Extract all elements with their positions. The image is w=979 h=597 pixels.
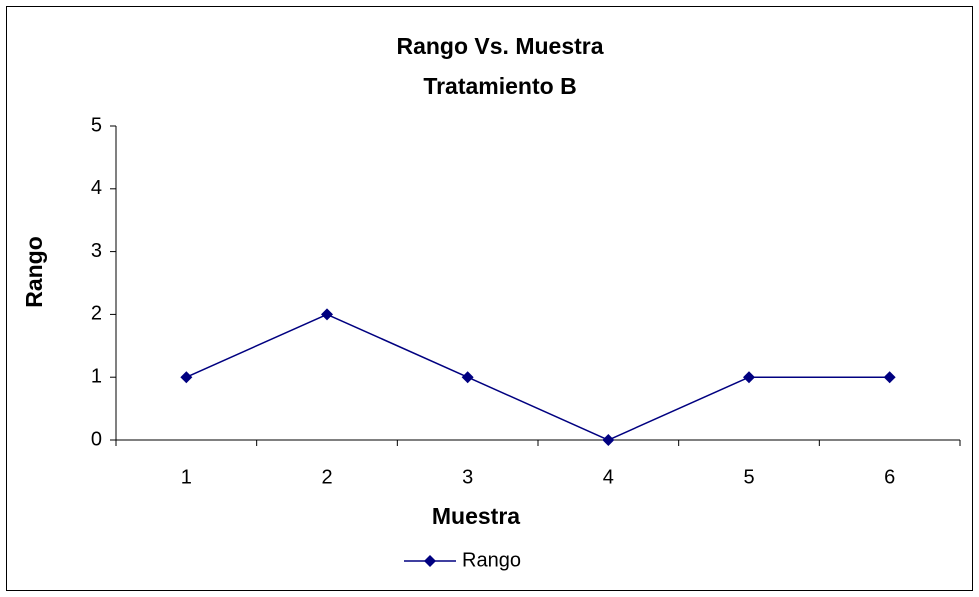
- x-tick-label: 2: [321, 466, 332, 488]
- y-axis-label: Rango: [21, 236, 47, 308]
- chart-title: Rango Vs. Muestra: [396, 33, 603, 59]
- x-tick-label: 6: [884, 466, 895, 488]
- data-point: [461, 371, 474, 384]
- chart-subtitle: Tratamiento B: [423, 73, 576, 99]
- x-tick-label: 3: [462, 466, 473, 488]
- x-tick-label: 4: [603, 466, 614, 488]
- data-point: [321, 308, 333, 321]
- series-line: [186, 313, 890, 441]
- data-point: [180, 371, 193, 384]
- y-tick-label: 3: [91, 240, 102, 262]
- y-tick-label: 1: [91, 365, 102, 387]
- data-point: [602, 434, 615, 446]
- y-tick-label: 5: [91, 114, 102, 136]
- x-tick-label: 1: [181, 466, 192, 488]
- x-axis-label: Muestra: [432, 503, 520, 529]
- data-point: [743, 371, 755, 384]
- y-tick-label: 0: [91, 428, 102, 450]
- y-tick-label: 2: [91, 303, 102, 325]
- y-tick-label: 4: [91, 177, 102, 199]
- data-point: [883, 371, 896, 384]
- chart-border: [6, 6, 973, 591]
- x-tick-label: 5: [743, 466, 754, 488]
- legend-marker: [424, 555, 436, 567]
- legend-label: Rango: [462, 549, 521, 571]
